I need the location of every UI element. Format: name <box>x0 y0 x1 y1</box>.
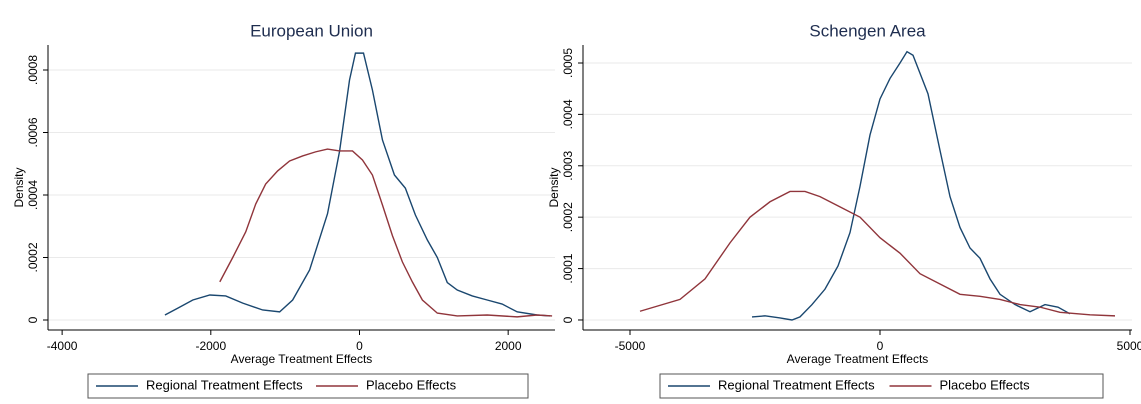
legend-box <box>659 373 1104 399</box>
chart-title: European Union <box>250 21 373 40</box>
y-tick-label: 0 <box>26 316 40 323</box>
x-tick-label: 5000 <box>1117 339 1141 353</box>
y-tick-label: 0 <box>561 316 575 323</box>
line-series <box>751 50 1071 321</box>
x-axis-title: Average Treatment Effects <box>231 352 373 366</box>
y-tick-label: .0002 <box>26 242 40 272</box>
chart-title: Schengen Area <box>809 21 926 40</box>
x-tick-label: -4000 <box>47 339 78 353</box>
x-tick-label: 0 <box>877 339 884 353</box>
x-tick-label: 2000 <box>495 339 522 353</box>
y-tick-label: .0003 <box>561 150 575 180</box>
y-tick-label: .0004 <box>561 99 575 129</box>
legend-label: Placebo Effects <box>940 377 1031 392</box>
x-tick-label: 0 <box>356 339 363 353</box>
legend-label: Regional Treatment Effects <box>146 377 303 392</box>
y-axis-title: Density <box>547 167 561 207</box>
line-series <box>164 52 551 317</box>
line-series <box>219 148 553 318</box>
y-tick-label: .0008 <box>26 55 40 85</box>
y-tick-label: .0005 <box>561 48 575 78</box>
y-tick-label: .0004 <box>26 180 40 210</box>
legend-label: Placebo Effects <box>366 377 457 392</box>
x-axis-title: Average Treatment Effects <box>787 352 929 366</box>
legend-box <box>87 373 529 399</box>
legend-label: Regional Treatment Effects <box>718 377 875 392</box>
y-tick-label: .0006 <box>26 117 40 147</box>
y-tick-label: .0001 <box>561 253 575 283</box>
x-tick-label: -5000 <box>615 339 646 353</box>
line-series <box>639 190 1116 317</box>
x-tick-label: -2000 <box>195 339 226 353</box>
y-axis-title: Density <box>12 167 26 207</box>
y-tick-label: .0002 <box>561 202 575 232</box>
